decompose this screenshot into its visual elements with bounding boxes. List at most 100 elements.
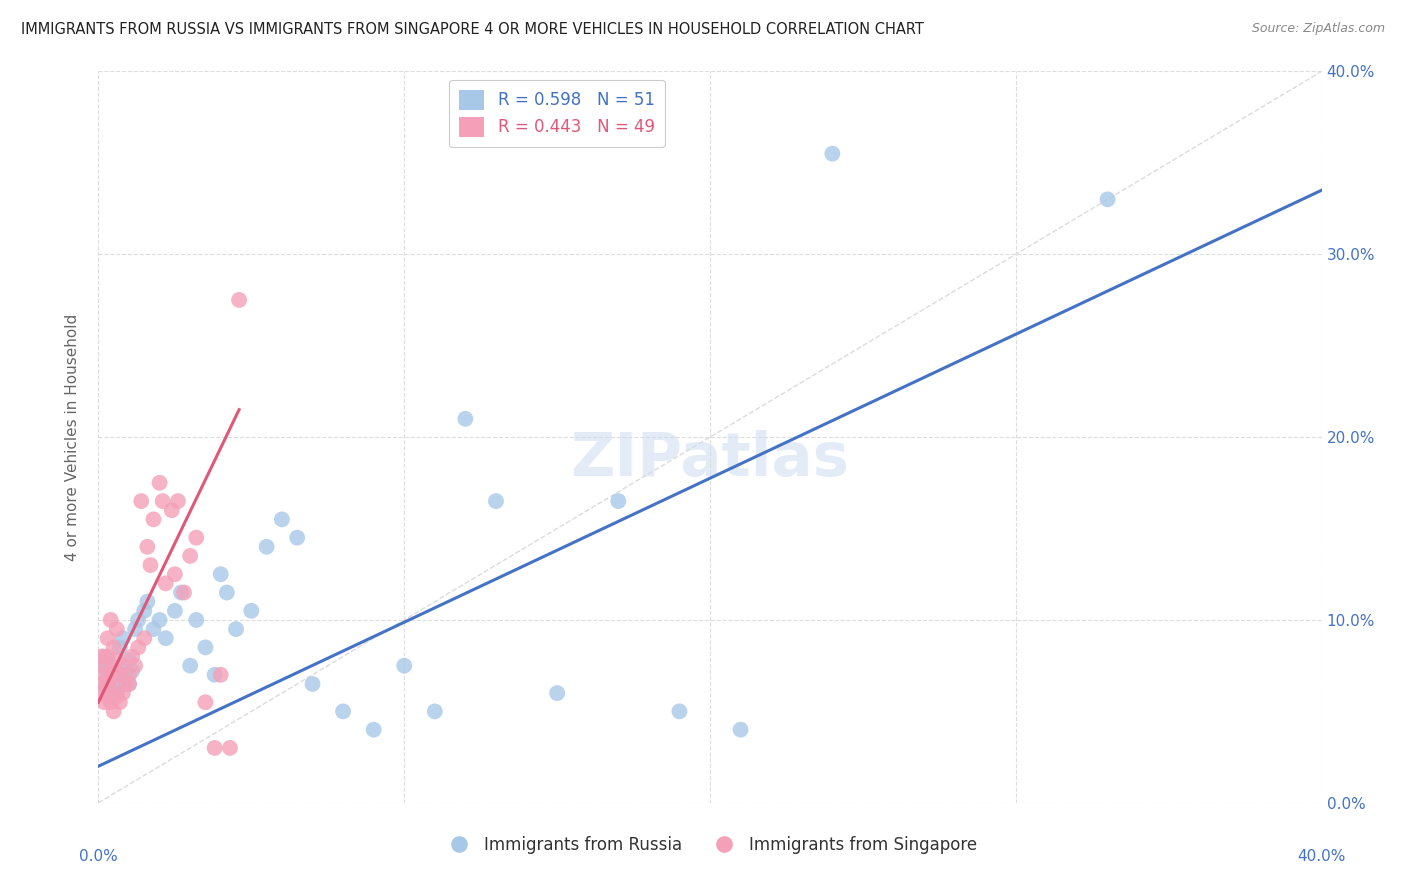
Point bbox=[454, 412, 477, 426]
Point bbox=[100, 658, 122, 673]
Text: ZIPatlas: ZIPatlas bbox=[571, 430, 849, 489]
Point bbox=[270, 512, 292, 526]
Point bbox=[105, 686, 128, 700]
Point bbox=[173, 585, 195, 599]
Point bbox=[167, 494, 190, 508]
Point bbox=[668, 705, 690, 719]
Point bbox=[163, 604, 186, 618]
Point bbox=[219, 740, 242, 755]
Point bbox=[225, 622, 247, 636]
Point bbox=[149, 613, 172, 627]
Point bbox=[90, 677, 112, 691]
Point bbox=[186, 531, 208, 545]
Point bbox=[139, 558, 162, 573]
Point bbox=[111, 677, 134, 691]
Point bbox=[90, 686, 112, 700]
Point bbox=[118, 653, 141, 667]
Text: Source: ZipAtlas.com: Source: ZipAtlas.com bbox=[1251, 22, 1385, 36]
Point bbox=[121, 649, 143, 664]
Point bbox=[228, 293, 250, 307]
Point bbox=[108, 640, 131, 655]
Legend: Immigrants from Russia, Immigrants from Singapore: Immigrants from Russia, Immigrants from … bbox=[436, 829, 984, 860]
Point bbox=[93, 658, 115, 673]
Point bbox=[105, 690, 128, 704]
Point bbox=[105, 622, 128, 636]
Point bbox=[301, 677, 323, 691]
Point bbox=[100, 690, 122, 704]
Point bbox=[163, 567, 186, 582]
Point bbox=[209, 567, 232, 582]
Point bbox=[127, 640, 149, 655]
Point bbox=[155, 576, 177, 591]
Point bbox=[118, 677, 141, 691]
Point bbox=[108, 695, 131, 709]
Point bbox=[100, 682, 122, 697]
Point bbox=[155, 632, 177, 646]
Point bbox=[100, 695, 122, 709]
Point bbox=[90, 649, 112, 664]
Text: IMMIGRANTS FROM RUSSIA VS IMMIGRANTS FROM SINGAPORE 4 OR MORE VEHICLES IN HOUSEH: IMMIGRANTS FROM RUSSIA VS IMMIGRANTS FRO… bbox=[21, 22, 924, 37]
Point bbox=[108, 667, 131, 681]
Point bbox=[149, 475, 172, 490]
Y-axis label: 4 or more Vehicles in Household: 4 or more Vehicles in Household bbox=[65, 313, 80, 561]
Point bbox=[121, 664, 143, 678]
Point bbox=[103, 682, 125, 697]
Point bbox=[111, 686, 134, 700]
Point bbox=[730, 723, 752, 737]
Point bbox=[118, 677, 141, 691]
Point bbox=[90, 658, 112, 673]
Point bbox=[160, 503, 183, 517]
Point bbox=[105, 664, 128, 678]
Point bbox=[129, 494, 152, 508]
Point bbox=[179, 658, 201, 673]
Point bbox=[93, 695, 115, 709]
Point bbox=[285, 531, 308, 545]
Point bbox=[97, 632, 120, 646]
Point bbox=[105, 653, 128, 667]
Point bbox=[134, 604, 156, 618]
Point bbox=[97, 667, 120, 681]
Text: 0.0%: 0.0% bbox=[79, 848, 118, 863]
Point bbox=[142, 622, 165, 636]
Point bbox=[204, 667, 226, 681]
Point bbox=[821, 146, 844, 161]
Point bbox=[134, 632, 156, 646]
Point bbox=[363, 723, 385, 737]
Point bbox=[103, 705, 125, 719]
Point bbox=[546, 686, 568, 700]
Point bbox=[152, 494, 174, 508]
Point bbox=[97, 677, 120, 691]
Point bbox=[194, 695, 217, 709]
Point bbox=[332, 705, 354, 719]
Point bbox=[485, 494, 508, 508]
Point bbox=[97, 686, 120, 700]
Point bbox=[215, 585, 238, 599]
Point bbox=[103, 664, 125, 678]
Point bbox=[179, 549, 201, 563]
Point bbox=[170, 585, 193, 599]
Point bbox=[127, 613, 149, 627]
Point bbox=[124, 622, 146, 636]
Point bbox=[93, 677, 115, 691]
Point bbox=[607, 494, 630, 508]
Point bbox=[97, 649, 120, 664]
Point bbox=[115, 667, 138, 681]
Point bbox=[423, 705, 446, 719]
Point bbox=[1097, 192, 1119, 206]
Point bbox=[93, 667, 115, 681]
Point bbox=[142, 512, 165, 526]
Point bbox=[209, 667, 232, 681]
Point bbox=[115, 677, 138, 691]
Text: 40.0%: 40.0% bbox=[1298, 848, 1346, 863]
Point bbox=[136, 540, 159, 554]
Point bbox=[256, 540, 278, 554]
Point bbox=[392, 658, 416, 673]
Point bbox=[93, 649, 115, 664]
Point bbox=[100, 672, 122, 686]
Point bbox=[240, 604, 263, 618]
Point bbox=[204, 740, 226, 755]
Point bbox=[118, 667, 141, 681]
Point bbox=[103, 640, 125, 655]
Point bbox=[194, 640, 217, 655]
Point bbox=[103, 672, 125, 686]
